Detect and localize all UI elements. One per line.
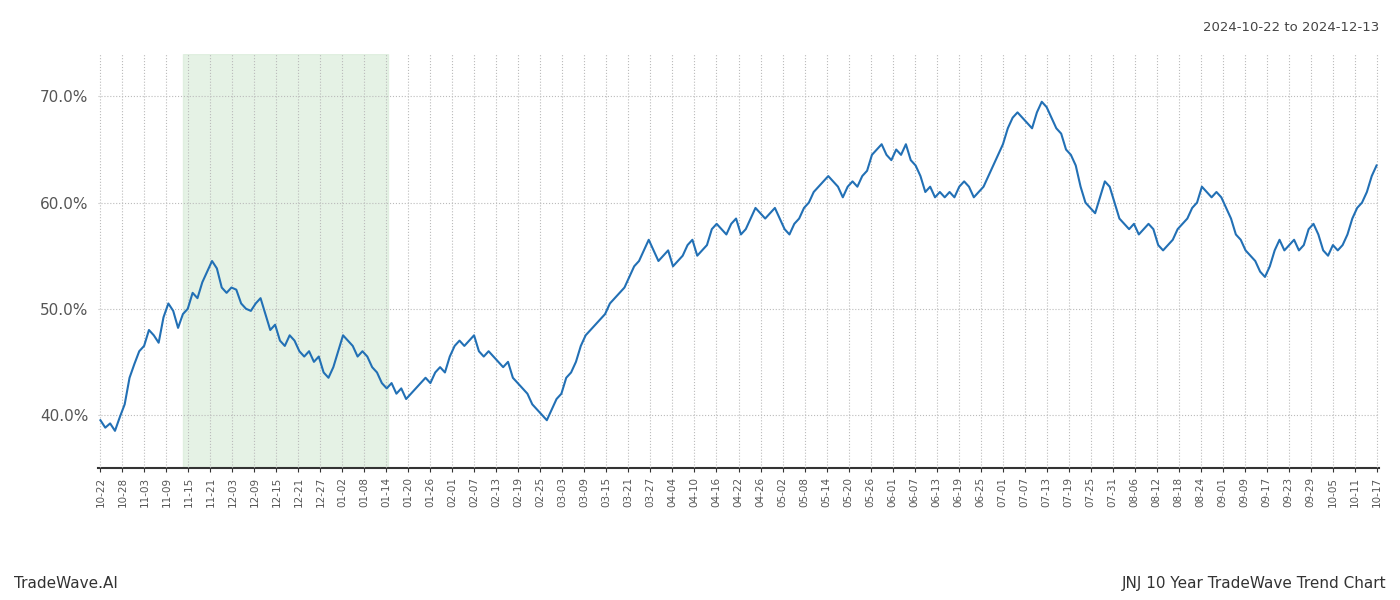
Bar bbox=[183, 54, 388, 468]
Text: JNJ 10 Year TradeWave Trend Chart: JNJ 10 Year TradeWave Trend Chart bbox=[1121, 576, 1386, 591]
Text: 2024-10-22 to 2024-12-13: 2024-10-22 to 2024-12-13 bbox=[1203, 21, 1379, 34]
Text: TradeWave.AI: TradeWave.AI bbox=[14, 576, 118, 591]
